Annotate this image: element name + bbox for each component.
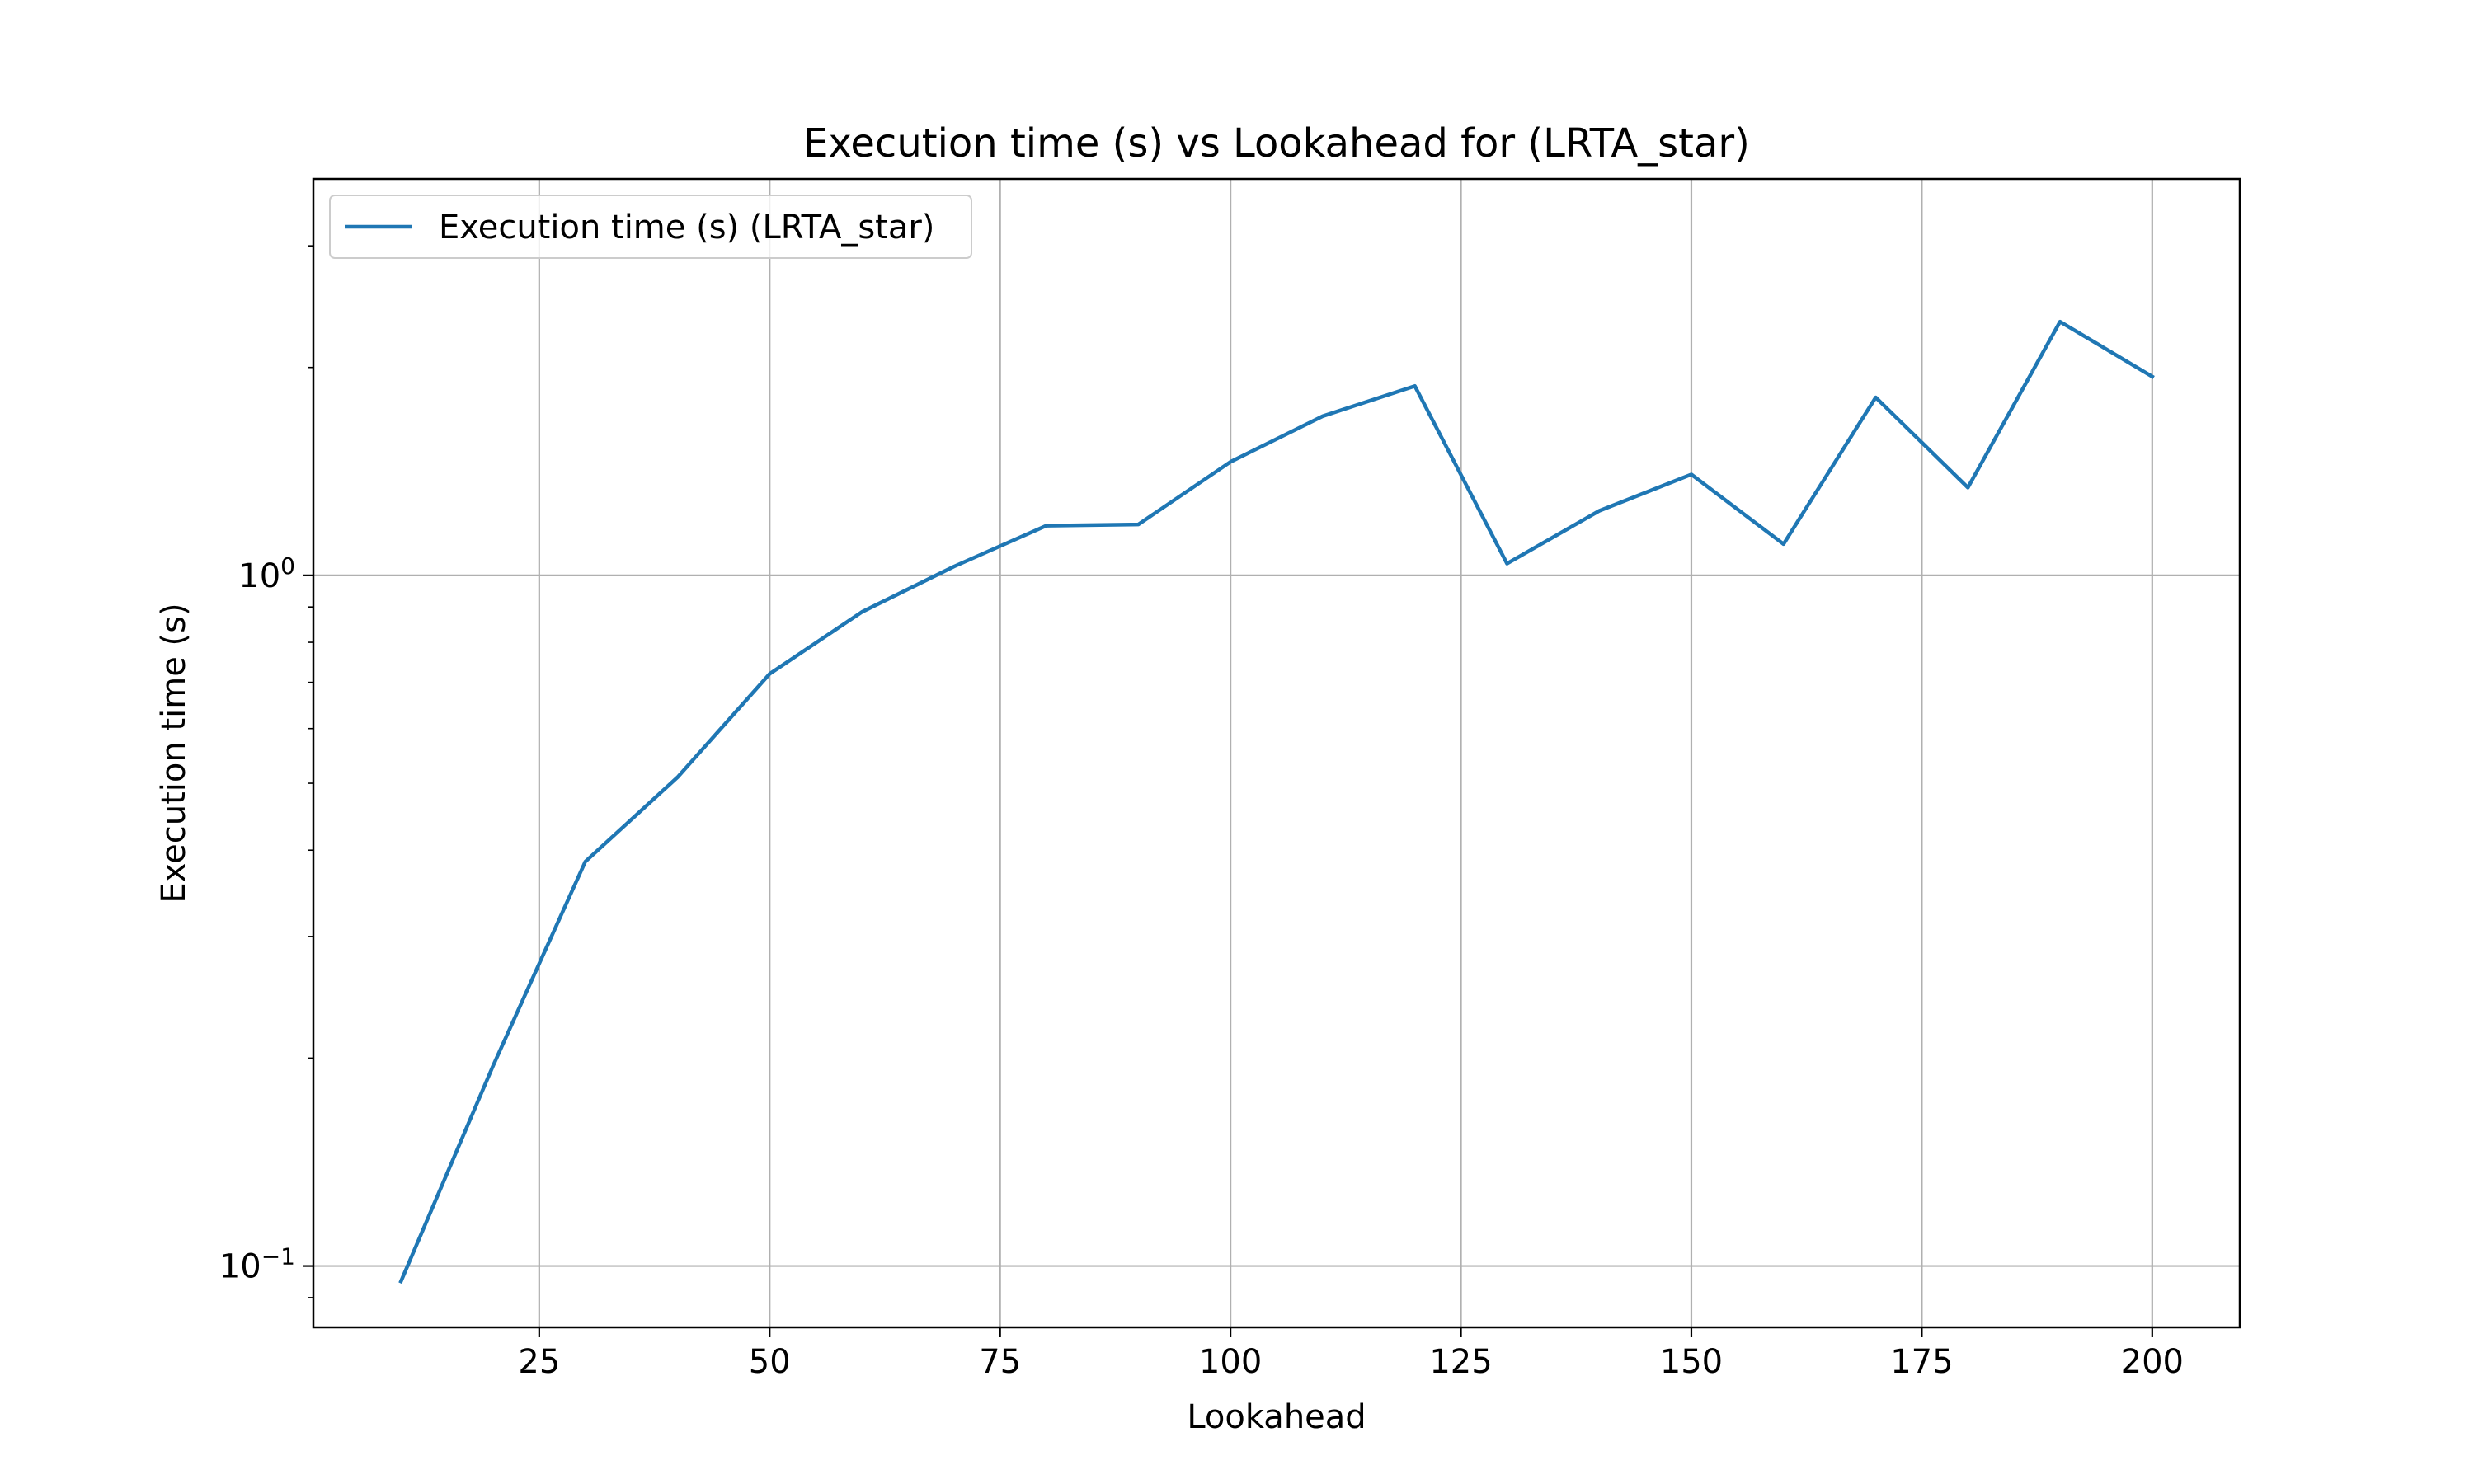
- x-tick-label: 100: [1199, 1343, 1262, 1381]
- y-axis: 10−1 100: [219, 245, 313, 1298]
- legend: Execution time (s) (LRTA_star): [329, 195, 972, 259]
- series-line: [398, 319, 2155, 1284]
- x-tick-label: 25: [518, 1343, 560, 1381]
- series-layer: [398, 319, 2155, 1284]
- grid: [313, 179, 2240, 1327]
- y-tick-label: 100: [238, 552, 295, 595]
- y-tick-label: 10−1: [219, 1243, 295, 1286]
- x-tick-label: 50: [749, 1343, 791, 1381]
- plot-frame: [312, 177, 2241, 1329]
- x-tick-label: 125: [1429, 1343, 1492, 1381]
- chart-title: Execution time (s) vs Lookahead for (LRT…: [803, 120, 1750, 167]
- x-tick-label: 150: [1660, 1343, 1723, 1381]
- legend-box: [329, 195, 972, 259]
- x-axis-label: Lookahead: [1187, 1398, 1366, 1436]
- legend-label: Execution time (s) (LRTA_star): [439, 209, 934, 247]
- x-tick-label: 200: [2121, 1343, 2184, 1381]
- x-tick-label: 175: [1890, 1343, 1953, 1381]
- x-axis: 25 50 75 100 125 150 175 200: [518, 1327, 2184, 1381]
- x-tick-label: 75: [979, 1343, 1021, 1381]
- y-axis-label: Execution time (s): [155, 603, 193, 903]
